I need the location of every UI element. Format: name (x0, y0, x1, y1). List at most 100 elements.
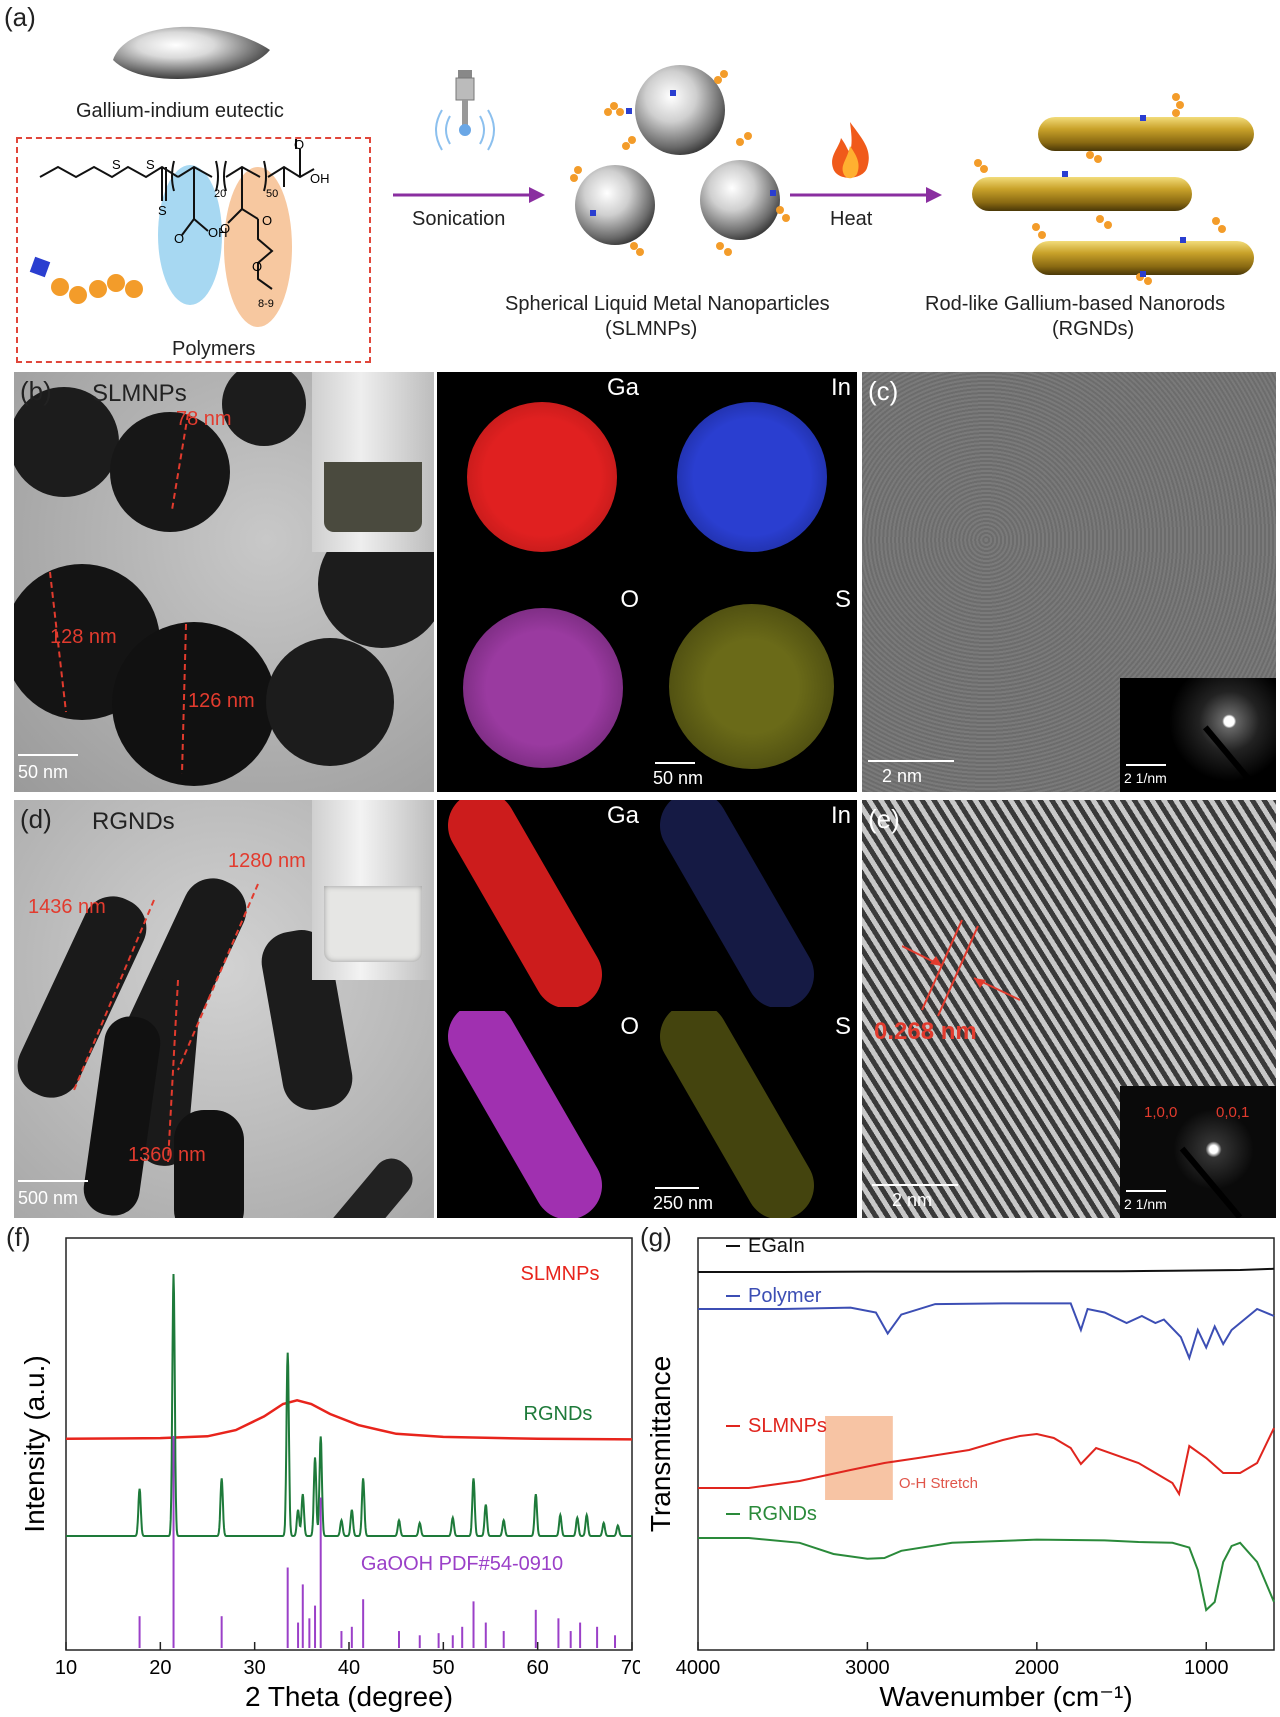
rod-caption-1: Rod-like Gallium-based Nanorods (925, 293, 1226, 315)
map-d-scale: 250 nm (653, 1193, 714, 1213)
panel-d-sample: RGNDs (92, 808, 175, 835)
polymer-chain-icon (29, 256, 143, 304)
map-s-label: S (834, 586, 851, 613)
map-ga-label: Ga (606, 374, 639, 401)
in-sphere (677, 402, 827, 552)
map-s-sph: S 50 nm (649, 584, 857, 792)
lattice-marker (902, 919, 1021, 1017)
oh-stretch-highlight (825, 1416, 893, 1500)
x-tick-label-f-3: 40 (338, 1657, 360, 1679)
nanorods (972, 93, 1254, 285)
polymers-caption: Polymers (172, 338, 256, 360)
x-tick-label-f-6: 70 (621, 1657, 640, 1679)
x-tick-label-f-1: 20 (149, 1657, 171, 1679)
vial-inset (312, 372, 434, 552)
map-ga-rod: Ga (437, 800, 645, 1007)
sph-caption-2: (SLMNPs) (605, 318, 698, 340)
map-o-rod: O (437, 1011, 645, 1218)
vial-liquid (324, 462, 422, 532)
panel-d-scalebar (18, 1180, 88, 1182)
inset-c-scalebar (1126, 764, 1166, 766)
chem-o3: O (220, 221, 230, 236)
panel-e-scalebar (872, 1184, 958, 1186)
y-axis-label-g: Transmittance (645, 1356, 676, 1532)
in-rod (649, 800, 827, 1007)
legend-label-slmnps-ftir: SLMNPs (748, 1415, 827, 1437)
series-slmnps-ftir (698, 1427, 1275, 1497)
panel-b-scale: 50 nm (18, 762, 69, 782)
legend-rgnds-xrd: RGNDs (524, 1403, 593, 1425)
panel-c-scalebar (868, 760, 954, 762)
chart-g: O-H Stretch 4000 3000 2000 1000 Wavenumber (c… (645, 1235, 1275, 1712)
map-s-rod-label: S (834, 1013, 851, 1040)
diameter-128: 128 nm (50, 626, 117, 648)
x-tick-label-g-2: 2000 (1015, 1657, 1060, 1679)
vial-inset-d (312, 800, 434, 980)
inset-c-scale: 2 1/nm (1124, 770, 1167, 786)
saed-inset-c: 2 1/nm (1120, 678, 1276, 792)
map-d-scalebar (655, 1187, 699, 1189)
x-axis-label-f: 2 Theta (degree) (245, 1681, 453, 1712)
diameter-126: 126 nm (188, 690, 255, 712)
sonicator-icon (435, 70, 495, 151)
map-s-rod: S 250 nm (649, 1011, 857, 1218)
length-1360: 1360 nm (128, 1144, 206, 1166)
map-ga-rod-label: Ga (606, 802, 639, 829)
chem-n89: 8-9 (258, 298, 274, 310)
map-o-label: O (620, 586, 639, 613)
lattice-spacing: 0.268 nm (874, 1018, 977, 1045)
x-tick-label-f-2: 30 (244, 1657, 266, 1679)
sonication-arrow (393, 187, 545, 203)
panel-c-label: (c) (868, 376, 899, 406)
spherical-nanoparticles (570, 65, 790, 256)
nanoparticle-spheres (14, 372, 434, 786)
map-o-rod-label: O (620, 1013, 639, 1040)
polymer-box (16, 137, 371, 363)
x-tick-label-g-1: 3000 (845, 1657, 890, 1679)
chem-n20: 20 (214, 188, 226, 200)
panel-c-hrtem: (c) 2 1/nm 2 nm (862, 372, 1276, 792)
panel-b-tem: (b) SLMNPs 78 nm 128 nm 126 nm 50 nm (14, 372, 434, 792)
heat-label: Heat (830, 208, 873, 230)
chem-o5: O (252, 259, 262, 274)
chem-oh1: OH (310, 171, 330, 186)
panel-d-maps: Ga In O S 250 nm (437, 800, 857, 1218)
y-axis-label-f: Intensity (a.u.) (19, 1355, 50, 1532)
sph-caption-1: Spherical Liquid Metal Nanoparticles (505, 293, 830, 315)
polymer-structure: S S S 20 50 OH OH O O O O O 8-9 (29, 139, 330, 327)
plot-frame-g (697, 1237, 1275, 1651)
s-sphere (669, 604, 834, 769)
panel-b-label: (b) (20, 376, 52, 406)
legend-slmnps-xrd: SLMNPs (521, 1263, 600, 1285)
flame-icon (832, 122, 869, 179)
panel-b-maps: Ga In O S 50 nm (437, 372, 857, 792)
series-egain-ftir (698, 1267, 1275, 1273)
oh-stretch-label: O-H Stretch (899, 1475, 978, 1492)
beam-stopper-e (1179, 1146, 1243, 1218)
panel-e-scale: 2 nm (892, 1190, 933, 1210)
plot-frame-f (65, 1237, 633, 1651)
rod-caption-2: (RGNDs) (1052, 318, 1135, 340)
series-rgnds-ftir (698, 1537, 1275, 1612)
panel-d-scale: 500 nm (18, 1188, 79, 1208)
chem-s1: S (112, 157, 121, 172)
x-tick-label-g-3: 1000 (1184, 1657, 1229, 1679)
eutectic-droplet (113, 26, 270, 79)
panel-g-label: (g) (640, 1222, 672, 1252)
map-b-scale: 50 nm (653, 768, 704, 788)
chem-o2: O (174, 231, 184, 246)
map-in-rod: In (649, 800, 857, 1007)
map-o-sph: O (437, 584, 645, 792)
series-rgnds-xrd (66, 1273, 632, 1537)
panel-b-sample: SLMNPs (92, 380, 187, 407)
panel-e-hrtem: (e) 0.268 nm 1,0,0 0,0,1 2 1/nm 2 nm (862, 800, 1276, 1218)
length-1280: 1280 nm (228, 850, 306, 872)
legend-label-polymer-ftir: Polymer (748, 1285, 822, 1307)
saed-inset-e: 1,0,0 0,0,1 2 1/nm (1120, 1086, 1276, 1218)
panel-d-tem: (d) RGNDs 1436 nm 1280 nm 1360 nm 500 nm (14, 800, 434, 1218)
map-ga-sph: Ga (437, 372, 645, 580)
chem-s3: S (158, 203, 167, 218)
chart-f: 10 20 30 40 50 60 70 2 Theta (degree) Intensity … (19, 1237, 640, 1712)
eutectic-caption: Gallium-indium eutectic (76, 100, 284, 122)
legend-label-egain-ftir: EGaIn (748, 1235, 805, 1257)
